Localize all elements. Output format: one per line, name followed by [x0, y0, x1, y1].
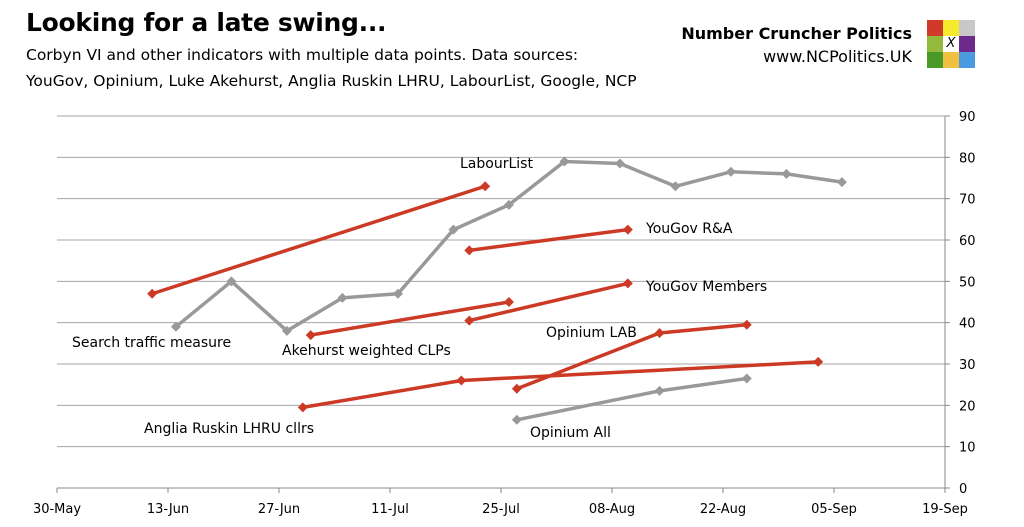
data-point-marker	[297, 402, 308, 413]
chart-subtitle-line-2: YouGov, Opinium, Luke Akehurst, Anglia R…	[26, 72, 637, 90]
logo-cell	[927, 52, 943, 68]
data-point-marker	[147, 288, 158, 299]
logo-cell	[959, 36, 975, 52]
data-point-marker	[622, 224, 633, 235]
data-point-marker	[622, 278, 633, 289]
y-tick-label: 90	[959, 110, 976, 125]
chart-title: Looking for a late swing...	[26, 8, 387, 37]
y-tick-label: 70	[959, 193, 976, 208]
data-point-marker	[480, 181, 491, 192]
ncp-logo: X	[927, 20, 975, 68]
y-tick-label: 50	[959, 275, 976, 290]
data-point-marker	[226, 276, 237, 287]
y-tick-label: 0	[959, 482, 967, 497]
data-point-marker	[813, 356, 824, 367]
x-tick-label: 08-Aug	[589, 502, 635, 517]
data-point-marker	[836, 177, 847, 188]
logo-cell	[943, 20, 959, 36]
logo-cell	[959, 52, 975, 68]
logo-cell	[943, 52, 959, 68]
series-label: Opinium LAB	[546, 325, 637, 341]
logo-cell: X	[943, 36, 959, 52]
series-line-6	[302, 360, 819, 410]
x-tick-label: 22-Aug	[700, 502, 746, 517]
data-point-marker	[654, 328, 665, 338]
x-tick-label: 13-Jun	[147, 502, 189, 517]
brand-name: Number Cruncher Politics	[681, 24, 912, 43]
data-point-marker	[170, 321, 181, 332]
series-label: YouGov Members	[645, 279, 767, 295]
data-point-marker	[741, 319, 752, 330]
data-point-marker	[781, 168, 792, 179]
x-tick-label: 27-Jun	[258, 502, 300, 517]
data-point-marker	[305, 330, 316, 341]
data-point-marker	[464, 315, 475, 326]
series-label: Akehurst weighted CLPs	[282, 343, 451, 359]
series-label: Opinium All	[530, 425, 611, 441]
data-point-marker	[337, 292, 348, 303]
logo-cell	[927, 36, 943, 52]
logo-cell	[927, 20, 943, 36]
x-tick-label: 19-Sep	[922, 502, 968, 517]
series-label: Anglia Ruskin LHRU cllrs	[144, 421, 314, 437]
x-tick-label: 05-Sep	[811, 502, 857, 517]
data-point-marker	[511, 414, 522, 425]
x-tick-label: 25-Jul	[482, 502, 520, 517]
data-point-marker	[448, 224, 459, 235]
data-point-marker	[725, 166, 736, 177]
data-point-marker	[392, 288, 403, 299]
series-line-3	[468, 281, 629, 323]
data-point-marker	[511, 383, 522, 394]
y-tick-label: 10	[959, 441, 976, 456]
series-label: LabourList	[460, 156, 533, 172]
series-label: YouGov R&A	[645, 221, 733, 237]
data-point-marker	[670, 181, 681, 192]
y-tick-label: 30	[959, 358, 976, 373]
brand-url: www.NCPolitics.UK	[763, 47, 912, 66]
y-tick-label: 80	[959, 151, 976, 166]
data-point-marker	[614, 158, 625, 169]
data-point-marker	[456, 375, 467, 386]
data-point-marker	[503, 297, 514, 307]
data-point-marker	[559, 156, 570, 167]
series-label: Search traffic measure	[72, 335, 231, 351]
data-point-marker	[464, 245, 475, 256]
y-tick-label: 40	[959, 317, 976, 332]
series-line-7	[516, 376, 748, 422]
series-line-0	[151, 184, 486, 296]
series-line-2	[469, 227, 629, 253]
series-line-4	[310, 300, 510, 337]
data-point-marker	[654, 385, 665, 396]
x-tick-label: 11-Jul	[371, 502, 409, 517]
y-tick-label: 20	[959, 399, 976, 414]
data-point-marker	[503, 199, 514, 210]
x-tick-label: 30-May	[33, 502, 81, 517]
y-tick-label: 60	[959, 234, 976, 249]
logo-cell	[959, 20, 975, 36]
brand-block: Number Cruncher Politics www.NCPolitics.…	[681, 22, 912, 68]
data-point-marker	[281, 325, 292, 336]
data-point-marker	[741, 373, 752, 384]
chart-subtitle-line-1: Corbyn VI and other indicators with mult…	[26, 46, 579, 64]
